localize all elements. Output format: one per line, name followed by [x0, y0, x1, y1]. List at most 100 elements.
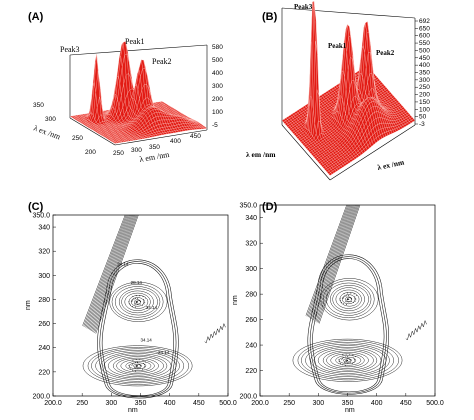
panel-d-dot [346, 301, 348, 303]
panel-a-peak2-label: Peak2 [152, 57, 172, 66]
panel-c-x-tick: 300 [105, 400, 117, 407]
panel-b-frame [281, 7, 416, 181]
panel-c-dot [140, 301, 141, 303]
panel-c-dot [132, 295, 134, 297]
panel-c-ridge-line [82, 214, 126, 326]
panel-d-y-tick: 320 [245, 241, 257, 248]
panel-b-surface [281, 1, 416, 176]
panel-b-peak3-label: Peak3 [294, 3, 313, 11]
panel-c-ridge-line [94, 214, 138, 334]
panel-c-ridge-line [87, 214, 131, 330]
panel-c-dot [142, 296, 144, 298]
panel-d-ring [322, 350, 374, 371]
panel-c-outer-contour [97, 259, 179, 399]
panel-a-ex-label: λ ex /nm [32, 123, 62, 141]
panel-c-ridge-line [83, 214, 127, 327]
panel-d-dot [355, 299, 357, 301]
panel-d-ring [320, 278, 379, 321]
panel-b-z-tick: 450 [419, 55, 430, 62]
panel-d-ring [301, 342, 394, 379]
panel-d-dot [348, 295, 350, 297]
panel-d-dot [345, 356, 346, 358]
panel-d-dot [347, 298, 348, 300]
panel-d-x-tick: 250 [283, 400, 295, 407]
panel-d-dot [349, 359, 351, 361]
panel-c-ring [121, 290, 154, 314]
panel-c-dot [137, 299, 139, 301]
panel-d-dot [347, 359, 348, 361]
panel-d-ring [305, 343, 390, 377]
panel-c-ring [125, 360, 152, 371]
panel-c-ring [124, 292, 151, 311]
panel-c-dot [137, 297, 139, 299]
panel-c-ridge-line [84, 214, 128, 328]
panel-c-side-contour [204, 322, 226, 344]
panel-b-z-tick: 550 [419, 40, 430, 47]
panel-c-dot [135, 295, 137, 297]
panel-a-frame [69, 44, 208, 146]
panel-d-outer-contour [309, 256, 387, 394]
panel-c-y-tick: 280 [38, 297, 50, 304]
panel-a-em-tick: 450 [190, 133, 201, 140]
panel-c-ridge-line [90, 214, 134, 331]
panel-d-dot [353, 361, 355, 363]
panel-d-y-tick: 300 [245, 266, 257, 273]
panel-d-dot [346, 362, 348, 364]
panel-d-ridge-line [305, 204, 347, 316]
panel-d-dot [351, 298, 352, 300]
panel-c-dot [135, 362, 137, 363]
panel-d-ring [317, 348, 378, 373]
panel-b-z-tick: 250 [419, 84, 430, 91]
panel-c-y-tick: 240 [38, 345, 50, 352]
panel-c-y-tick: 320 [38, 249, 50, 256]
panel-b-ex-label: λ ex /nm [377, 157, 406, 172]
panel-b-z-tick: 600 [419, 33, 430, 40]
panel-d-dot [342, 364, 343, 366]
panel-b-z-tick: 200 [419, 92, 430, 99]
panel-c-ridge-line [85, 214, 129, 328]
panel-c-dot [144, 364, 146, 366]
panel-c-dot [138, 304, 140, 305]
panel-d-dot [353, 302, 354, 303]
panel-c-contour-label: 24.14 [117, 262, 129, 267]
panel-a-z-tick: 400 [212, 70, 223, 77]
panel-d-ridge-line [313, 204, 355, 321]
panel-d-dot [349, 362, 351, 363]
panel-a-ex-axis: 350 300 250 200 λ ex /nm [32, 102, 96, 156]
panel-d-dot [345, 362, 347, 364]
panel-d-ridge-line [314, 204, 356, 321]
panel-d-dot [341, 359, 343, 361]
panel-a-peak1-label: Peak1 [125, 37, 145, 46]
panel-d-y-tick: 280 [245, 292, 257, 299]
panel-d-dot [338, 359, 340, 361]
panel-a-peak3-label: Peak3 [60, 45, 80, 54]
panel-c-dot [133, 298, 135, 300]
panel-d-ring [322, 280, 375, 319]
panel-c-dot [139, 367, 141, 369]
panel-c-ring [95, 350, 180, 382]
panel-d-x-label: nm [345, 407, 355, 414]
panel-d-dot [345, 353, 347, 355]
panel-c-dot [139, 359, 141, 361]
panel-c-dot [135, 298, 137, 299]
panel-c-ring [87, 347, 190, 385]
panel-c-dot [132, 363, 134, 365]
panel-c-ring [128, 295, 149, 309]
panel-c-dot [138, 363, 140, 365]
panel-c-y-tick: 350.0 [32, 213, 50, 220]
panel-d-y-tick: 220 [245, 368, 257, 375]
panel-a-surface-cell [202, 127, 208, 129]
panel-d-ring [342, 294, 356, 305]
panel-a-z-tick: 500 [212, 57, 223, 64]
panel-c-y-tick: 260 [38, 321, 50, 328]
panel-d-dot [344, 296, 346, 297]
panel-d-ridge-line [316, 204, 358, 323]
panel-b-em-label: λ em /nm [246, 150, 276, 159]
panel-b-z-tick: 350 [419, 70, 430, 77]
panel-c-dot [142, 360, 144, 361]
panel-c-dot [137, 361, 139, 363]
panel-d-dot [342, 298, 344, 300]
panel-c-dot [132, 305, 134, 307]
panel-d-contours [292, 204, 427, 395]
panel-d-outer-contour [312, 258, 385, 393]
